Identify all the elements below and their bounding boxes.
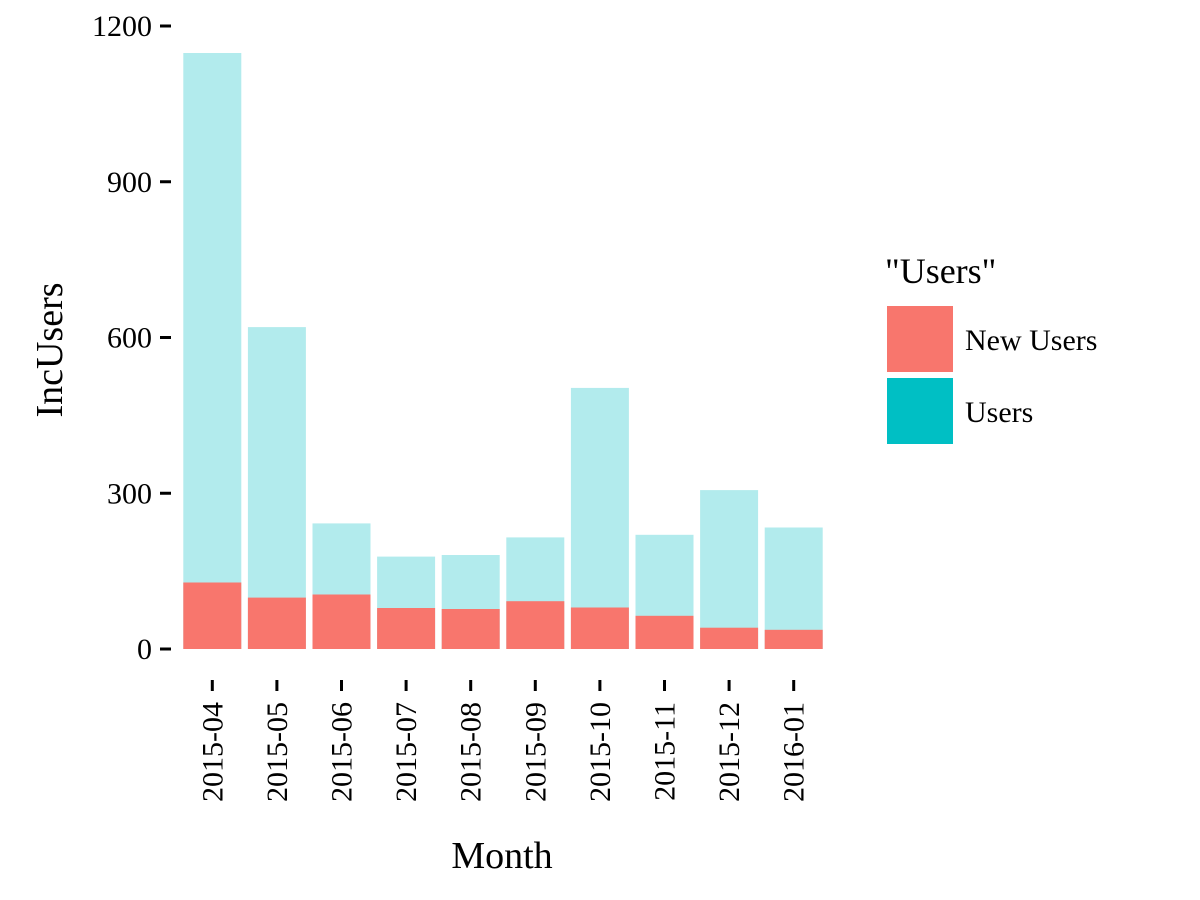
x-tick-label: 2015-11 <box>649 702 682 801</box>
bar-new-users-2015-07 <box>377 608 436 649</box>
x-axis: 2015-04 2015-05 2015-06 2015-07 2015-08 2015-… <box>196 680 811 802</box>
bar-users-2015-04 <box>183 53 242 649</box>
bar-new-users-2015-09 <box>506 601 565 649</box>
y-tick-label: 1200 <box>92 10 152 43</box>
bar-users-2015-10 <box>570 387 629 649</box>
users-bars <box>183 53 823 649</box>
x-tick-label: 2016-01 <box>778 702 811 802</box>
bar-new-users-2015-06 <box>312 594 371 649</box>
bar-new-users-2015-12 <box>700 627 759 649</box>
legend-label-new-users: New Users <box>965 324 1097 357</box>
x-tick-label: 2015-10 <box>584 702 617 802</box>
bar-new-users-2015-05 <box>247 597 306 649</box>
y-tick-label: 300 <box>107 477 152 510</box>
legend-label-users: Users <box>965 396 1033 429</box>
legend-title: "Users" <box>885 251 996 291</box>
legend: "Users" New Users Users <box>885 251 1097 444</box>
bar-users-2015-12 <box>700 490 759 649</box>
x-tick-label: 2015-08 <box>455 702 488 802</box>
bar-new-users-2016-01 <box>764 629 823 649</box>
bar-new-users-2015-11 <box>635 615 694 649</box>
x-tick-label: 2015-12 <box>713 702 746 802</box>
y-axis: 0 300 600 900 1200 <box>92 10 171 666</box>
bar-new-users-2015-10 <box>570 607 629 649</box>
bar-new-users-2015-04 <box>183 582 242 649</box>
x-tick-label: 2015-09 <box>519 702 552 802</box>
x-tick-label: 2015-07 <box>390 702 423 802</box>
y-tick-label: 600 <box>107 322 152 355</box>
x-tick-label: 2015-06 <box>326 702 359 802</box>
bar-users-2015-05 <box>247 327 306 649</box>
y-tick-label: 900 <box>107 166 152 199</box>
y-axis-title: IncUsers <box>29 282 71 417</box>
y-tick-label: 0 <box>137 633 152 666</box>
legend-key-users <box>887 378 953 444</box>
legend-key-new-users <box>887 306 953 372</box>
new-users-bars <box>183 582 823 649</box>
bar-users-2016-01 <box>764 527 823 649</box>
x-tick-label: 2015-04 <box>196 702 229 802</box>
x-axis-title: Month <box>451 835 552 877</box>
bar-new-users-2015-08 <box>441 609 500 649</box>
x-tick-label: 2015-05 <box>261 702 294 802</box>
